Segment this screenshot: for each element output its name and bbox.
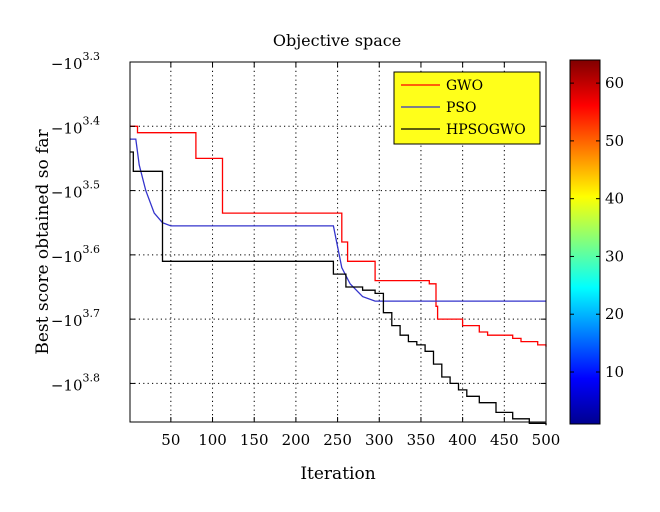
x-tick-label: 50 [161, 431, 180, 449]
y-tick-label: −103.7 [51, 307, 100, 330]
y-tick-base: −10 [51, 184, 83, 202]
x-axis: 50 100 150 200 250 300 350 400 450 500 [161, 62, 560, 449]
x-tick-label: 350 [407, 431, 436, 449]
series-group [130, 125, 547, 426]
y-axis: −103.3−103.4−103.5−103.6−103.7−103.8 [51, 50, 546, 394]
chart-title: Objective space [273, 31, 401, 50]
y-tick-label: −103.3 [51, 50, 100, 73]
y-tick-base: −10 [51, 248, 83, 266]
colorbar-tick-label: 40 [605, 190, 624, 208]
x-tick-label: 400 [448, 431, 477, 449]
colorbar-tick-label: 10 [605, 363, 624, 381]
legend-label-hpsogwo: HPSOGWO [446, 122, 526, 138]
x-tick-label: 250 [323, 431, 352, 449]
legend-box [393, 71, 541, 145]
series-line-hpsogwo [130, 151, 547, 426]
x-tick-label: 150 [240, 431, 269, 449]
series-line-gwo [130, 125, 547, 347]
x-tick-label: 450 [490, 431, 519, 449]
y-tick-label: −103.6 [51, 243, 100, 266]
x-tick-label: 300 [365, 431, 394, 449]
y-tick-label: −103.5 [51, 179, 100, 202]
grid-lines [130, 62, 546, 422]
y-tick-exponent: 3.7 [83, 307, 101, 320]
colorbar-tick-label: 60 [605, 74, 624, 92]
y-tick-label: −103.4 [51, 114, 100, 137]
series-line-pso [130, 138, 546, 302]
y-tick-base: −10 [51, 55, 83, 73]
y-tick-label: −103.8 [51, 371, 100, 394]
y-tick-base: −10 [51, 376, 83, 394]
y-tick-base: −10 [51, 119, 83, 137]
y-tick-exponent: 3.8 [83, 371, 101, 384]
y-tick-exponent: 3.3 [83, 50, 101, 63]
colorbar-tick-label: 20 [605, 305, 624, 323]
colorbar-gradient [569, 59, 601, 425]
x-tick-label: 500 [532, 431, 561, 449]
x-tick-label: 100 [198, 431, 227, 449]
y-tick-exponent: 3.5 [83, 179, 101, 192]
x-tick-label: 200 [282, 431, 311, 449]
x-axis-label: Iteration [300, 464, 375, 484]
legend-label-pso: PSO [446, 100, 477, 116]
colorbar-tick-label: 30 [605, 247, 624, 265]
y-axis-label: Best score obtained so far [33, 128, 53, 354]
y-tick-exponent: 3.6 [83, 243, 101, 256]
legend-label-gwo: GWO [446, 78, 483, 94]
colorbar-tick-label: 50 [605, 132, 624, 150]
legend: GWO PSO HPSOGWO [393, 71, 541, 145]
colorbar: 10 20 30 40 50 60 [569, 59, 624, 425]
colorbar-ticks: 10 20 30 40 50 60 [570, 74, 624, 381]
y-tick-exponent: 3.4 [83, 114, 101, 127]
y-tick-base: −10 [51, 312, 83, 330]
